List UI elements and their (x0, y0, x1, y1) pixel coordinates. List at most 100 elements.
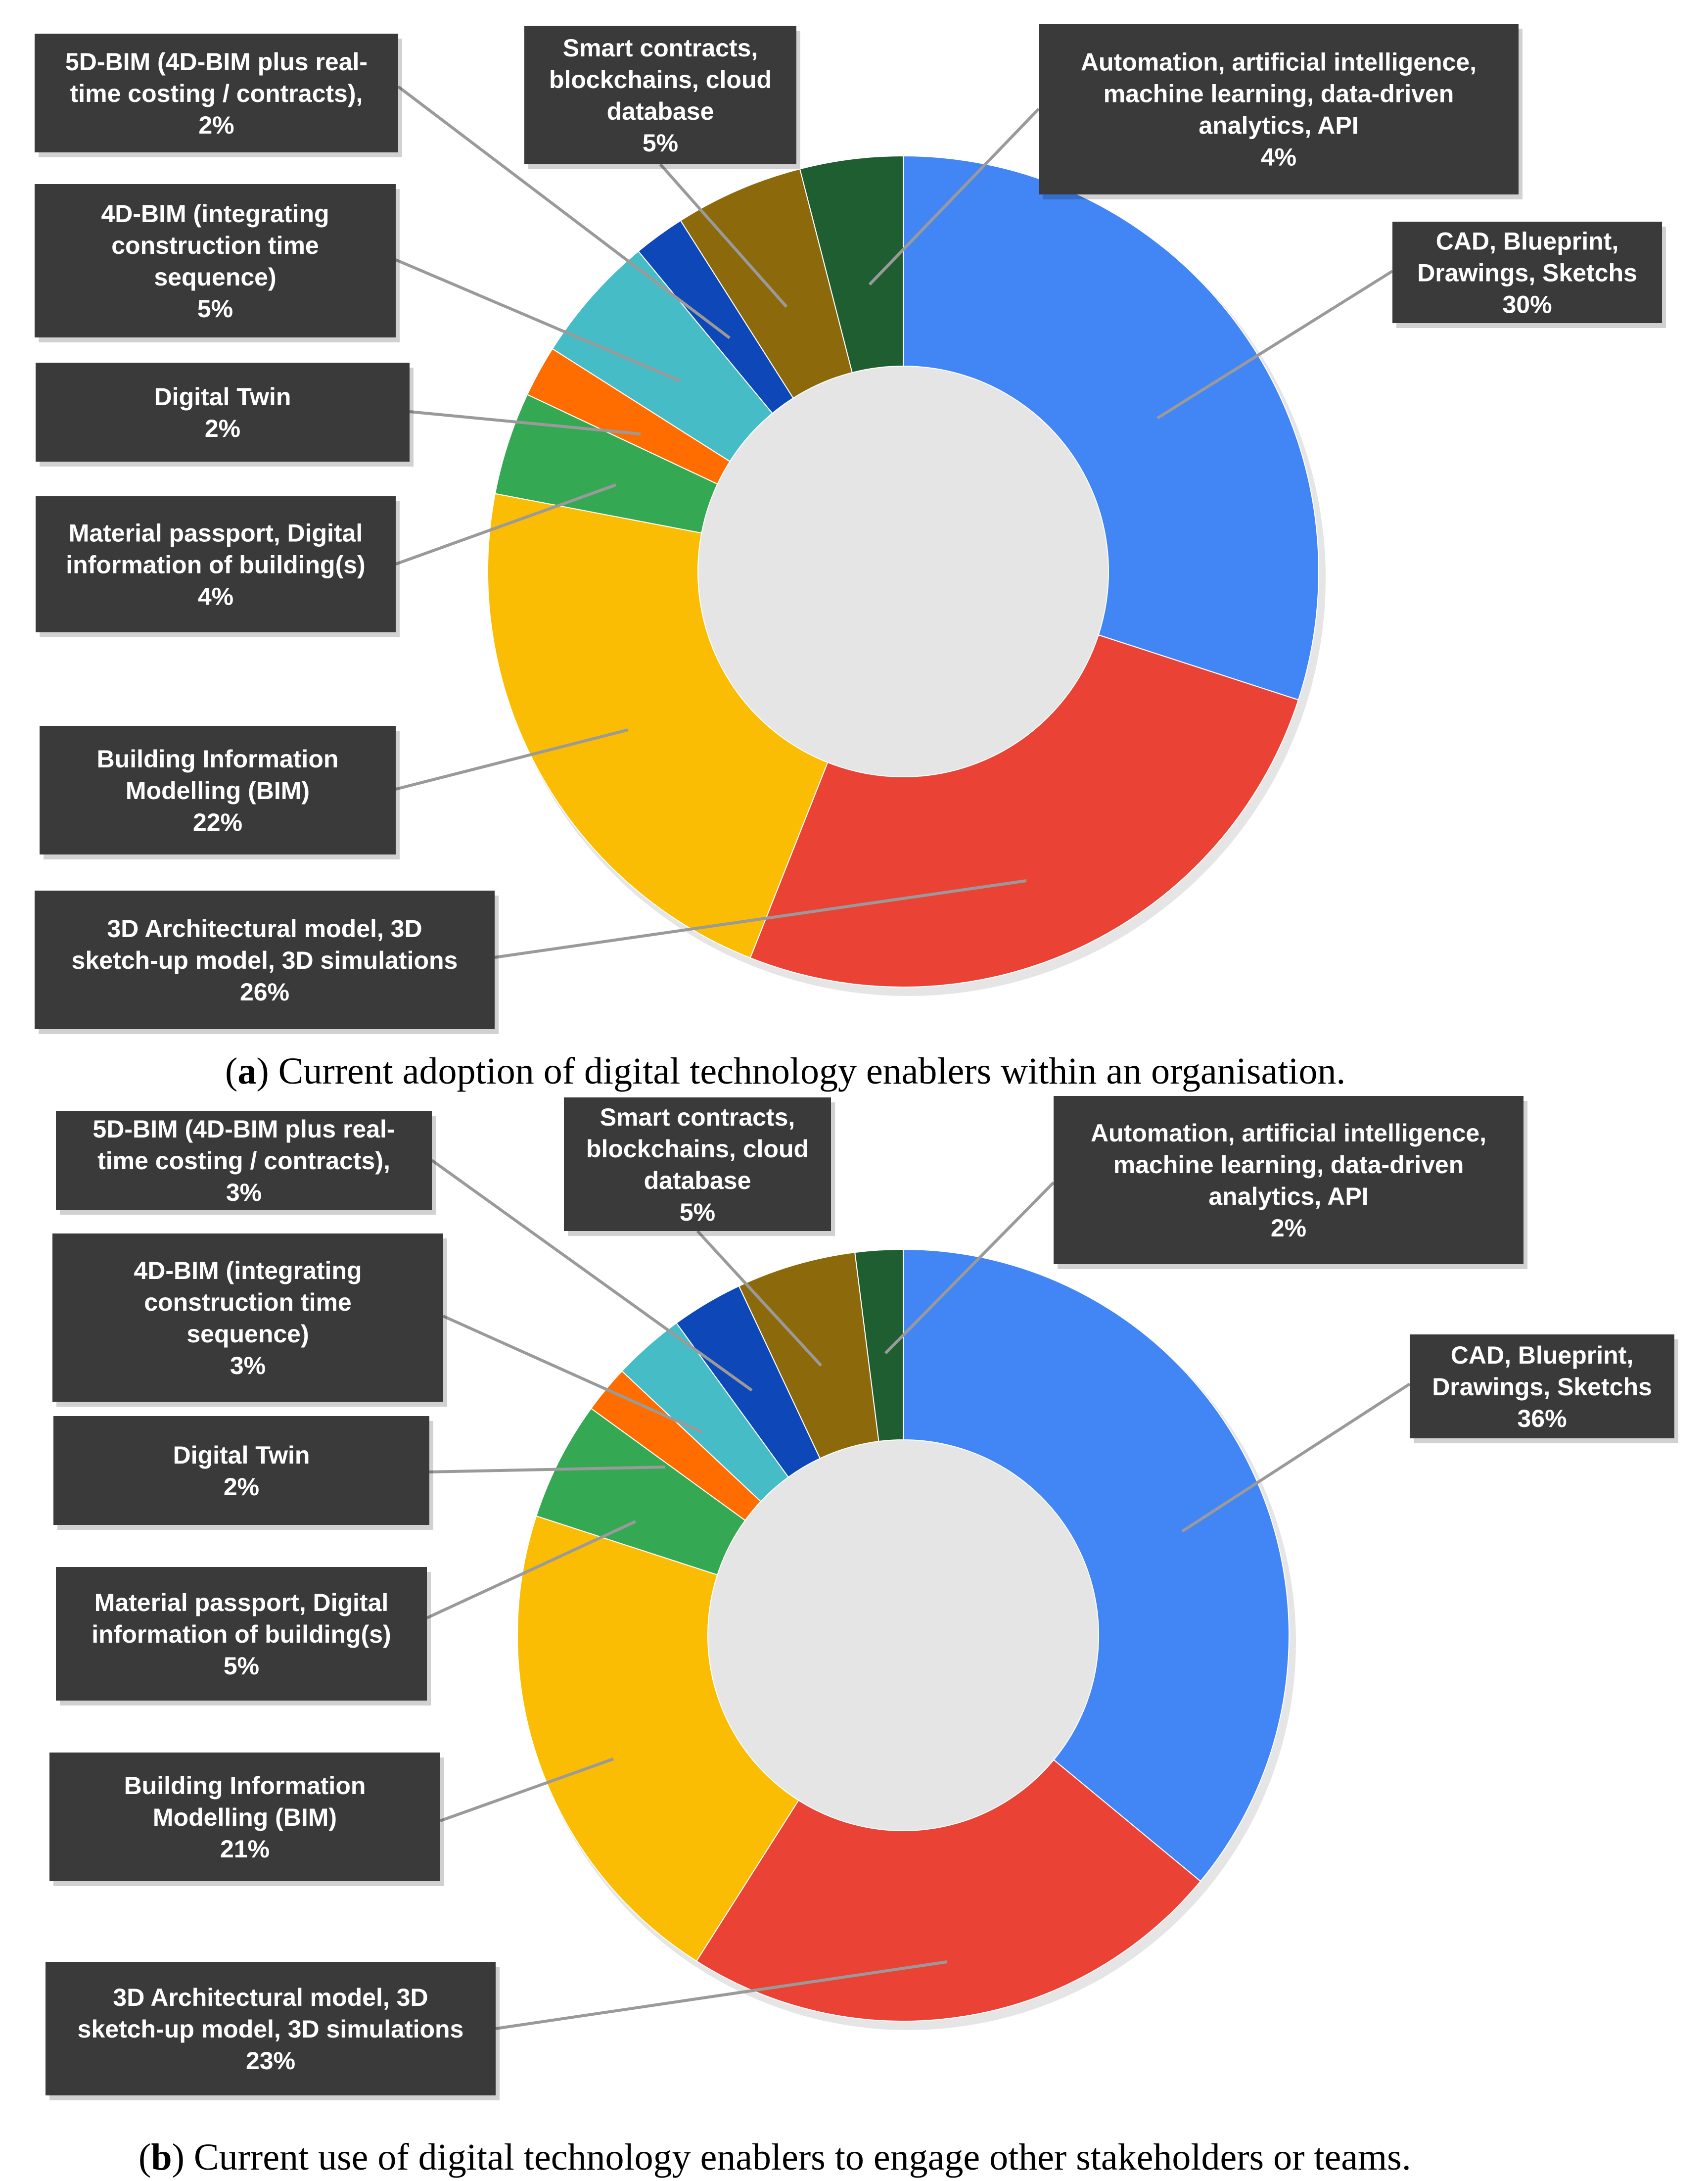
leader-line-bim-a (395, 728, 629, 791)
data-label-box-bim-a (40, 726, 396, 854)
slice-arch3d-b[interactable] (695, 1759, 1201, 2022)
data-label-line-bim5d-b: 5D-BIM (4D-BIM plus real- (92, 1115, 395, 1143)
data-label-automation-a: Automation, artificial intelligence, mach… (1039, 24, 1523, 199)
data-label-line-arch3d-a: sketch-up model, 3D simulations (72, 947, 458, 974)
data-label-line-automation-b: analytics, API (1208, 1183, 1368, 1210)
data-label-line-twin-b: Digital Twin (173, 1441, 310, 1469)
caption-a: (a) Current adoption of digital technolo… (225, 1050, 1345, 1092)
data-label-value-smart-b: 5% (680, 1198, 715, 1226)
data-label-bim-a: Building Information Modelling (BIM) 22% (40, 726, 400, 859)
data-label-text-material-b: Material passport, Digital information of… (92, 1589, 391, 1680)
donut-slices-a (487, 155, 1320, 988)
leader-line-automation-a (868, 107, 1040, 286)
leader-line-bim4d-b (442, 1315, 703, 1434)
data-label-value-bim4d-a: 5% (197, 295, 233, 323)
data-label-text-smart-a: Smart contracts, blockchains, cloud databa… (549, 34, 772, 157)
data-label-text-cad-b: CAD, Blueprint, Drawings, Sketchs 36% (1432, 1341, 1652, 1432)
leader-line-arch3d-a (494, 879, 1027, 959)
data-label-line-material-b: information of building(s) (92, 1620, 391, 1648)
data-label-box-automation-a (1039, 24, 1519, 194)
data-label-box-twin-b (53, 1416, 429, 1525)
data-label-line-material-a: Material passport, Digital (69, 520, 363, 547)
data-label-material-b: Material passport, Digital information of… (56, 1567, 431, 1706)
data-label-line-bim4d-b: sequence) (186, 1320, 309, 1348)
slice-automation-a[interactable] (799, 155, 904, 374)
data-label-value-material-b: 5% (224, 1652, 259, 1680)
data-label-line-smart-a: database (607, 97, 714, 125)
leader-line-twin-b (429, 1466, 666, 1473)
data-label-value-smart-a: 5% (643, 129, 678, 157)
data-label-box-arch3d-b (46, 1962, 496, 2095)
data-label-line-bim5d-b: time costing / contracts), (97, 1147, 390, 1175)
data-label-text-bim4d-a: 4D-BIM (integrating construction time sequ… (101, 200, 329, 323)
data-label-bim4d-b: 4D-BIM (integrating construction time sequ… (52, 1233, 447, 1407)
data-label-box-arch3d-a (35, 891, 495, 1029)
slice-bim-a[interactable] (487, 493, 829, 959)
data-label-box-cad-b (1410, 1334, 1674, 1438)
data-label-value-bim-a: 22% (193, 808, 242, 836)
data-label-line-bim4d-a: construction time (111, 232, 319, 259)
slice-cad-b[interactable] (903, 1248, 1290, 1882)
data-label-line-arch3d-a: 3D Architectural model, 3D (107, 915, 422, 943)
leader-line-bim5d-a (397, 85, 731, 339)
caption-a-text: ) Current adoption of digital technology… (256, 1050, 1345, 1092)
data-label-text-bim5d-b: 5D-BIM (4D-BIM plus real-time costing / … (92, 1115, 395, 1206)
data-label-box-smart-a (524, 26, 796, 164)
data-label-text-automation-b: Automation, artificial intelligence, mach… (1091, 1119, 1486, 1242)
data-label-material-a: Material passport, Digital information of… (36, 496, 400, 637)
data-label-box-bim5d-b (56, 1111, 432, 1210)
data-label-box-material-b (56, 1567, 427, 1701)
data-label-cad-b: CAD, Blueprint, Drawings, Sketchs 36% (1410, 1334, 1678, 1443)
data-label-value-twin-a: 2% (205, 415, 240, 442)
data-label-text-bim-a: Building Information Modelling (BIM) 22% (97, 745, 339, 836)
data-label-box-bim4d-a (35, 184, 396, 337)
data-label-line-cad-a: Drawings, Sketchs (1417, 259, 1637, 287)
leader-lines-a (395, 85, 1393, 959)
data-label-bim-b: Building Information Modelling (BIM) 21% (49, 1753, 444, 1886)
data-label-line-bim-a: Modelling (BIM) (126, 777, 310, 805)
data-label-value-automation-b: 2% (1271, 1214, 1306, 1242)
slice-bim-b[interactable] (517, 1515, 799, 1962)
donut-chart-a: CAD, Blueprint, Drawings, Sketchs 30% 3D Ar… (35, 24, 1666, 1034)
data-label-value-twin-b: 2% (224, 1473, 259, 1501)
data-label-line-automation-a: machine learning, data-driven (1104, 80, 1454, 108)
leader-line-smart-b (696, 1230, 823, 1367)
data-label-value-cad-a: 30% (1502, 291, 1552, 319)
slice-cad-a[interactable] (903, 155, 1320, 701)
data-label-twin-b: Digital Twin 2% (53, 1416, 433, 1530)
leader-line-arch3d-b (495, 1960, 948, 2030)
data-label-line-cad-a: CAD, Blueprint, (1436, 228, 1618, 255)
data-label-text-twin-b: Digital Twin 2% (173, 1441, 310, 1501)
data-label-box-bim5d-a (35, 34, 398, 152)
caption-b-text: ) Current use of digital technology enab… (172, 2136, 1411, 2178)
data-label-line-arch3d-b: sketch-up model, 3D simulations (78, 2015, 464, 2043)
data-label-twin-a: Digital Twin 2% (36, 363, 414, 467)
leader-line-bim4d-a (395, 258, 681, 382)
data-label-arch3d-b: 3D Architectural model, 3D sketch-up mode… (46, 1962, 500, 2100)
data-label-line-bim-b: Modelling (BIM) (153, 1803, 337, 1831)
leader-lines-b (426, 1159, 1411, 2030)
data-label-line-bim-b: Building Information (124, 1772, 366, 1800)
data-label-value-cad-b: 36% (1517, 1405, 1567, 1432)
data-label-box-bim-b (49, 1753, 440, 1881)
data-label-line-cad-b: CAD, Blueprint, (1451, 1341, 1633, 1369)
data-label-text-twin-a: Digital Twin 2% (154, 383, 291, 442)
data-label-cad-a: CAD, Blueprint, Drawings, Sketchs 30% (1392, 222, 1666, 328)
donut-chart-b: CAD, Blueprint, Drawings, Sketchs 36% 3D Ar… (46, 1096, 1678, 2100)
data-label-box-twin-a (36, 363, 410, 462)
data-label-bim5d-a: 5D-BIM (4D-BIM plus real-time costing / … (35, 34, 402, 157)
data-label-automation-b: Automation, artificial intelligence, mach… (1054, 1096, 1527, 1269)
leader-line-material-a (395, 483, 617, 566)
data-label-text-arch3d-b: 3D Architectural model, 3D sketch-up mode… (78, 1984, 464, 2075)
data-label-line-bim-a: Building Information (97, 745, 339, 773)
data-label-text-bim5d-a: 5D-BIM (4D-BIM plus real-time costing / … (65, 48, 368, 139)
data-label-box-bim4d-b (52, 1233, 443, 1402)
slice-automation-b[interactable] (854, 1248, 904, 1442)
data-label-text-material-a: Material passport, Digital information of… (66, 520, 365, 611)
slice-arch3d-a[interactable] (749, 634, 1299, 988)
leader-line-bim-b (439, 1757, 614, 1822)
caption-a-letter: a (237, 1050, 256, 1092)
data-label-text-cad-a: CAD, Blueprint, Drawings, Sketchs 30% (1417, 228, 1637, 319)
data-label-box-automation-b (1054, 1096, 1523, 1264)
